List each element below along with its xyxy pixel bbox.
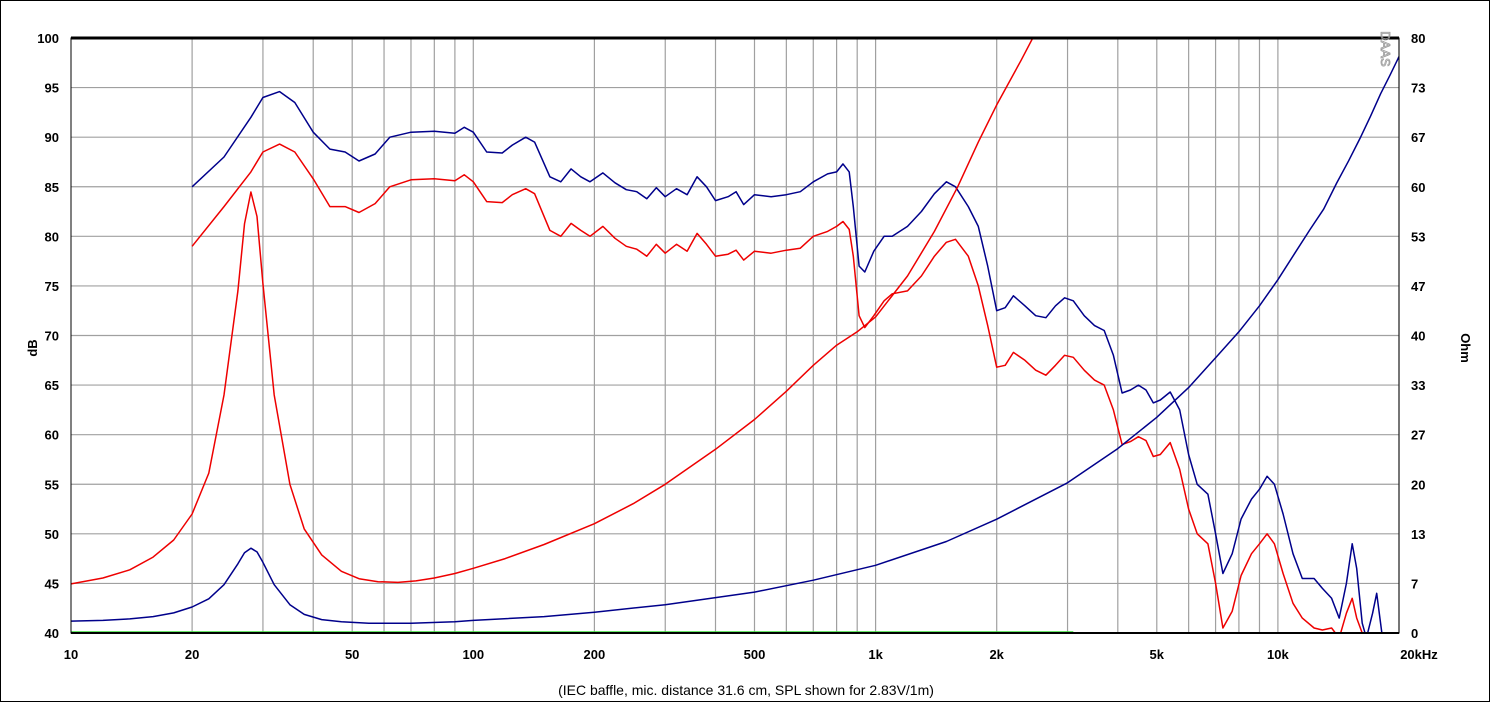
y-right-tick-label: 13 [1411,527,1425,542]
y-left-tick-label: 90 [45,130,59,145]
chart-curves [71,38,1399,633]
y-left-tick-label: 85 [45,180,59,195]
y-left-tick-label: 50 [45,527,59,542]
y-left-tick-label: 100 [37,31,59,46]
y-left-tick-label: 75 [45,279,59,294]
y-right-tick-label: 47 [1411,279,1425,294]
y-right-tick-label: 20 [1411,477,1425,492]
chart-grid [71,38,1400,633]
series-line-4 [71,56,1399,625]
x-tick-label: 10 [64,647,78,662]
x-tick-label: 10k [1267,647,1289,662]
y-left-tick-label: 80 [45,229,59,244]
y-right-tick-label: 40 [1411,329,1425,344]
y-axis-left-label: dB [25,339,40,356]
y-right-tick-label: 7 [1411,576,1418,591]
series-line-3 [71,38,1034,585]
y-right-tick-label: 0 [1411,626,1418,641]
series-line-1 [191,90,1383,633]
y-right-tick-label: 60 [1411,180,1425,195]
y-left-tick-label: 60 [45,428,59,443]
x-tick-label: 500 [744,647,766,662]
y-right-tick-label: 27 [1411,428,1425,443]
x-tick-label: 20 [185,647,199,662]
series-line-2 [191,143,1363,633]
x-tick-label: 2k [989,647,1004,662]
y-right-tick-label: 73 [1411,81,1425,96]
x-tick-labels: 10 20 50 100 200 500 1k 2k 5k 10k 20kHz [64,647,1439,662]
y-left-tick-label: 65 [45,378,59,393]
x-tick-label: 100 [462,647,484,662]
y-left-tick-label: 40 [45,626,59,641]
y-left-tick-label: 55 [45,477,59,492]
y-left-tick-label: 70 [45,329,59,344]
x-tick-label: 5k [1150,647,1165,662]
y-right-tick-label: 53 [1411,229,1425,244]
y-left-tick-label: 95 [45,81,59,96]
watermark-text: DAAS [1378,31,1393,67]
y-right-tick-label: 33 [1411,378,1425,393]
y-left-tick-labels: 100 95 90 85 80 75 70 65 60 55 50 45 40 [37,31,59,641]
y-axis-right-label: Ohm [1458,333,1473,363]
y-left-tick-label: 45 [45,576,59,591]
x-tick-label: 20kHz [1400,647,1438,662]
chart-caption: (IEC baffle, mic. distance 31.6 cm, SPL … [558,682,934,698]
x-tick-label: 200 [584,647,606,662]
y-right-tick-labels: 80 73 67 60 53 47 40 33 27 20 13 7 0 [1411,31,1425,641]
x-tick-label: 1k [868,647,883,662]
y-right-tick-label: 80 [1411,31,1425,46]
y-right-tick-label: 67 [1411,130,1425,145]
x-tick-label: 50 [345,647,359,662]
chart-axes [70,36,1400,634]
